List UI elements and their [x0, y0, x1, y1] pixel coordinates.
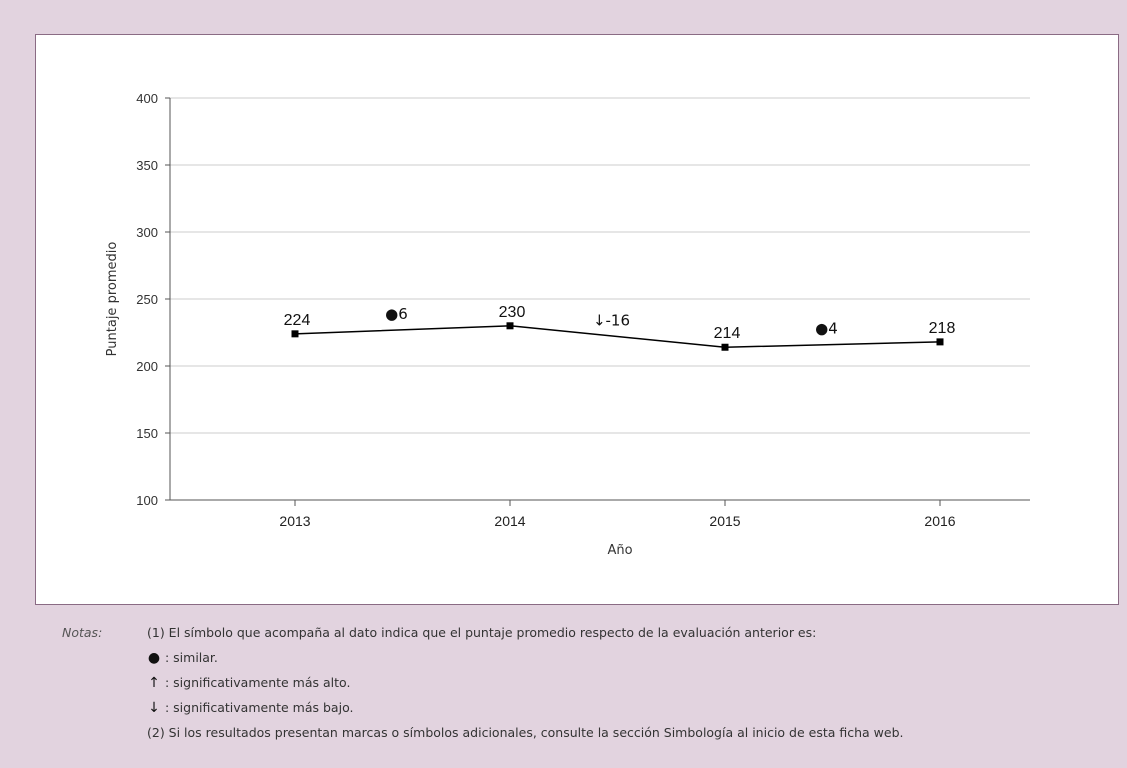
similar-dot-icon: ●	[147, 650, 161, 666]
y-tick-label: 400	[136, 91, 158, 106]
y-tick-label: 300	[136, 225, 158, 240]
change-label: ●6	[385, 305, 408, 323]
arrow-up-icon: ↑	[148, 675, 160, 691]
data-label: 218	[929, 320, 956, 337]
line-chart: 100 150 200 250 300 350 400 2013 2014 2015 2016 Año…	[105, 91, 1030, 558]
y-tick-label: 350	[136, 158, 158, 173]
x-tick-label: 2015	[709, 513, 740, 529]
arrow-down-icon: ↓	[148, 700, 160, 716]
chart-frame: 100 150 200 250 300 350 400 2013 2014 2015 2016 Año…	[35, 34, 1119, 605]
data-label: 224	[284, 312, 311, 329]
y-tick-label: 200	[136, 359, 158, 374]
y-tick-label: 100	[136, 493, 158, 508]
x-tick-label: 2013	[279, 513, 310, 529]
note-up-text: : significativamente más alto.	[164, 675, 351, 690]
note-similar-text: : similar.	[164, 650, 218, 665]
note-down: ↓ : significativamente más bajo.	[147, 700, 353, 716]
data-point	[506, 322, 514, 330]
x-tick-label: 2014	[494, 513, 525, 529]
note-2: (2) Si los resultados presentan marcas o…	[147, 725, 904, 740]
x-axis-title: Año	[607, 543, 632, 558]
notes-label: Notas:	[62, 625, 103, 640]
note-similar: ● : similar.	[147, 650, 218, 666]
y-tick-label: 150	[136, 426, 158, 441]
note-1: (1) El símbolo que acompaña al dato indi…	[147, 625, 817, 640]
series-line	[294, 325, 941, 348]
notes-section: Notas: (1) El símbolo que acompaña al da…	[0, 620, 1127, 768]
data-label: 230	[499, 304, 526, 321]
y-axis-title: Puntaje promedio	[105, 242, 120, 357]
data-point	[291, 330, 299, 338]
change-label: ↓-16	[593, 312, 630, 330]
change-label: ●4	[815, 320, 838, 338]
x-tick-label: 2016	[924, 513, 955, 529]
note-down-text: : significativamente más bajo.	[164, 700, 354, 715]
data-label: 214	[714, 325, 741, 342]
note-up: ↑ : significativamente más alto.	[147, 675, 350, 691]
y-tick-label: 250	[136, 292, 158, 307]
data-point	[936, 338, 944, 346]
data-point	[721, 343, 729, 351]
